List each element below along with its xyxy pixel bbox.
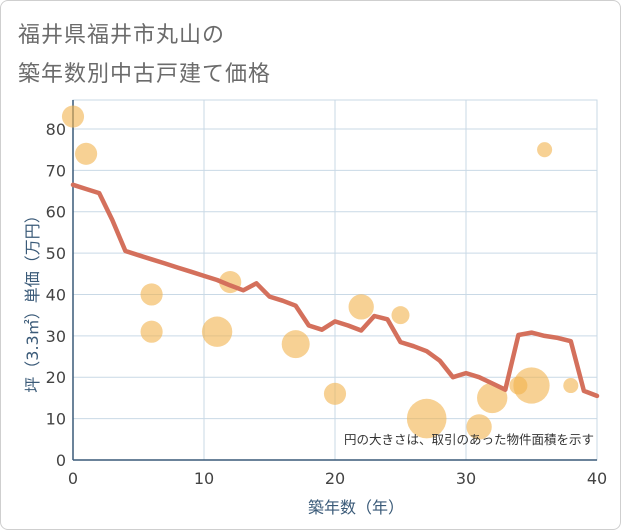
bubble-point [391, 306, 410, 325]
bubble-point [537, 142, 553, 158]
y-tick-label: 60 [46, 203, 66, 222]
y-tick-label: 50 [46, 244, 66, 263]
bubble-point [348, 294, 374, 320]
bubble-point [281, 330, 310, 359]
y-tick-label: 80 [46, 120, 66, 139]
chart-title-line1: 福井県福井市丸山の [18, 23, 226, 48]
grid [72, 99, 598, 461]
x-tick-label: 30 [456, 469, 476, 488]
bubble-point [61, 105, 85, 128]
trend-series [70, 182, 600, 399]
y-tick-label: 70 [46, 161, 66, 180]
x-tick-label: 20 [325, 469, 345, 488]
x-axis-label: 築年数（年） [308, 498, 404, 517]
y-tick-label: 20 [46, 368, 66, 387]
x-tick-label: 10 [194, 469, 214, 488]
bubble-point [201, 316, 233, 347]
bubble-point [406, 398, 447, 439]
x-tick-label: 40 [587, 469, 607, 488]
bubble-point [140, 320, 163, 343]
average-price-line [70, 182, 600, 399]
bubble-point [140, 283, 163, 306]
y-axis-label: 坪（3.3㎡）単価（万円） [23, 207, 42, 392]
y-tick-label: 10 [46, 410, 66, 429]
size-legend-note: 円の大きさは、取引のあった物件面積を示す [344, 432, 594, 447]
y-tick-label: 30 [46, 327, 66, 346]
bubble-point [477, 382, 508, 414]
bubble-point [75, 142, 98, 165]
bubble-point [513, 367, 550, 404]
chart-title-line2: 築年数別中古戸建て価格 [18, 62, 272, 87]
bubble-point [563, 377, 579, 394]
axis-ticks: 0 10 20 30 40 50 60 70 80 0 10 20 30 40 [46, 120, 608, 488]
bubble-point [466, 414, 492, 440]
bubble-series [61, 105, 579, 440]
bubble-point [323, 382, 347, 405]
y-tick-label: 40 [46, 285, 66, 304]
x-tick-label: 0 [68, 469, 78, 488]
y-tick-label: 0 [56, 451, 66, 470]
